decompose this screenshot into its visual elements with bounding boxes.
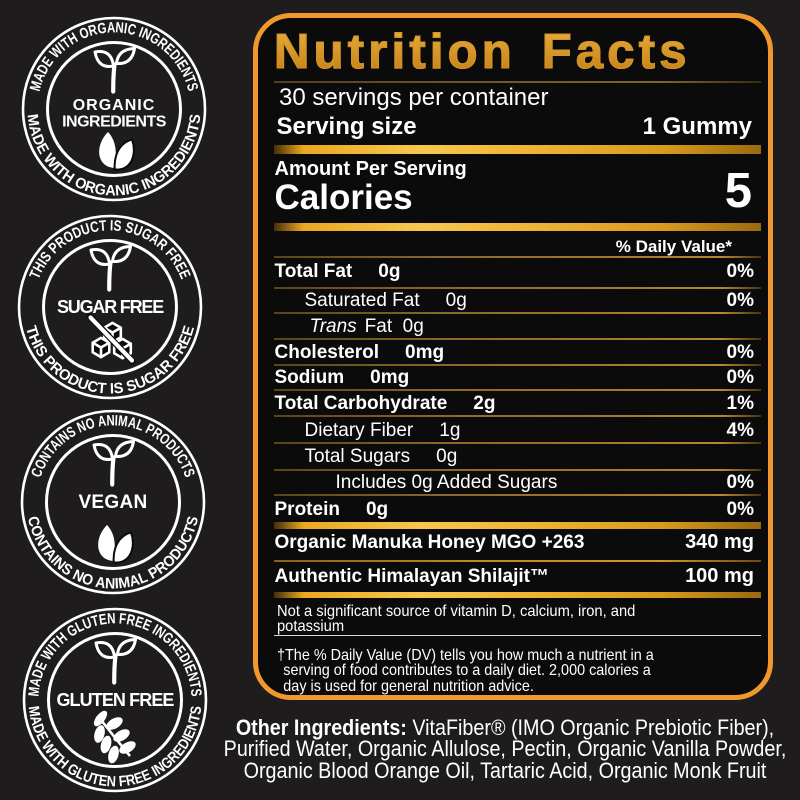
svg-text:VEGAN: VEGAN xyxy=(78,492,147,513)
svg-text:SUGAR FREE: SUGAR FREE xyxy=(57,297,164,317)
svg-text:INGREDIENTS: INGREDIENTS xyxy=(62,113,167,130)
svg-text:ORGANIC: ORGANIC xyxy=(73,97,156,114)
svg-text:GLUTEN FREE: GLUTEN FREE xyxy=(56,690,174,710)
